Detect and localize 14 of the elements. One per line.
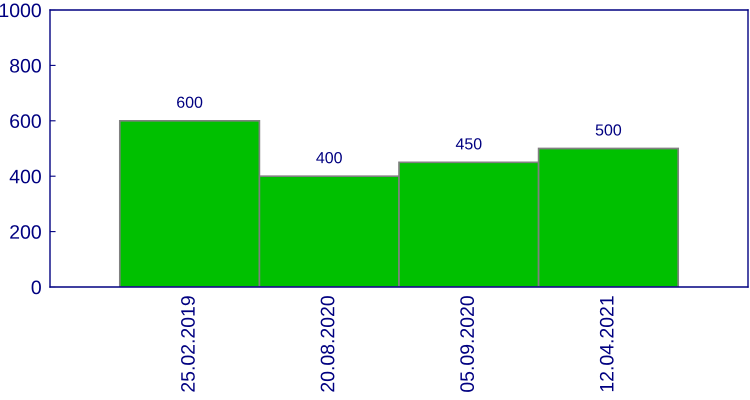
y-tick-label: 200	[10, 225, 41, 239]
x-tick-label: 25.02.2019	[181, 296, 195, 392]
y-tick-label: 1000	[0, 3, 41, 18]
x-tick-label: 12.04.2021	[600, 296, 614, 392]
data-label: 450	[456, 138, 482, 150]
x-tick-label: 05.09.2020	[460, 296, 474, 392]
x-tick-label: 20.08.2020	[320, 296, 334, 392]
y-tick-label: 400	[10, 170, 41, 184]
data-label: 600	[177, 96, 202, 108]
y-tick-label: 0	[32, 280, 41, 294]
y-tick-label: 600	[10, 114, 41, 128]
data-label: 400	[316, 152, 342, 164]
data-label: 500	[596, 124, 622, 136]
y-tick-label: 800	[10, 58, 41, 73]
